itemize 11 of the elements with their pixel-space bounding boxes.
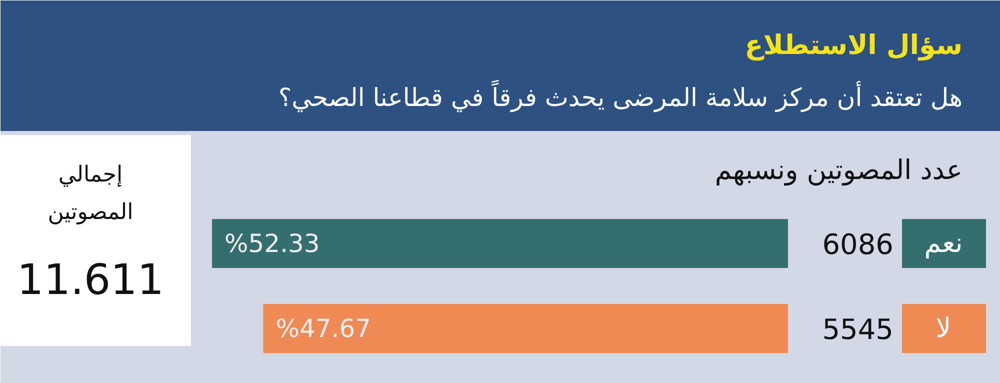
y-tick-label: نعم [924,228,963,259]
data-label: %52.33 [224,229,320,258]
text: إجمالي المصوتين [48,162,134,225]
text: عدد المصوتين ونسبهم [714,155,963,186]
data-label: %47.67 [276,314,372,343]
text: سؤال الاستطلاع [744,30,963,61]
chart-subtitle: هل تعتقد أن مركز سلامة المرضى يحدث فرقاً في قطاعنا الصحي؟ [278,80,963,113]
text: 6086 [822,228,894,261]
text: 11.611 [17,255,164,304]
text: 5545 [822,313,894,346]
y-tick-label: لا [936,313,952,344]
